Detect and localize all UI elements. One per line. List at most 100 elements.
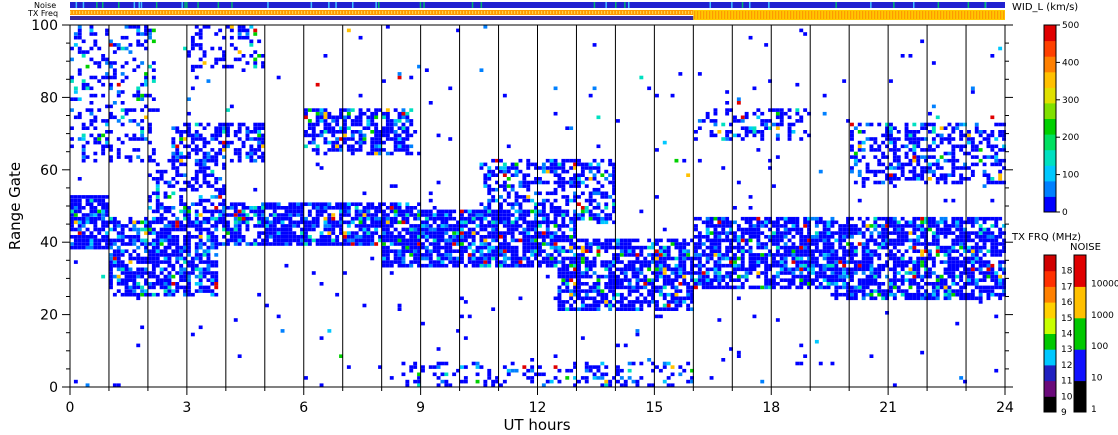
backscatter-cell [206, 235, 211, 239]
backscatter-cell [159, 206, 164, 210]
backscatter-cell [151, 28, 156, 33]
backscatter-cell [140, 289, 145, 293]
backscatter-cell [187, 209, 191, 214]
backscatter-cell [85, 213, 90, 217]
backscatter-cell [202, 220, 207, 225]
backscatter-cell [245, 133, 250, 138]
backscatter-cell [155, 278, 160, 282]
txfreq-strip-mark [172, 11, 174, 14]
backscatter-cell [729, 122, 733, 127]
backscatter-cell [896, 137, 901, 141]
backscatter-cell [315, 108, 320, 112]
backscatter-cell [183, 209, 187, 214]
backscatter-cell [803, 235, 808, 239]
backscatter-cell [506, 372, 511, 377]
txfreq-strip-mark [319, 11, 321, 14]
backscatter-cell [795, 108, 800, 112]
backscatter-cell [417, 372, 421, 377]
backscatter-cell [362, 303, 367, 308]
backscatter-cell [842, 245, 847, 250]
backscatter-cell [257, 148, 262, 152]
backscatter-cell [522, 245, 527, 250]
backscatter-cell [541, 169, 546, 174]
backscatter-cell [257, 242, 262, 246]
backscatter-cell [658, 289, 663, 293]
backscatter-cell [588, 260, 593, 264]
txfreq-strip-mark [169, 11, 171, 14]
backscatter-cell [577, 253, 581, 257]
backscatter-cell [510, 368, 515, 373]
backscatter-cell [674, 303, 679, 308]
backscatter-cell [596, 166, 601, 170]
backscatter-cell [772, 282, 776, 286]
txfreq-strip-mark [709, 11, 711, 19]
backscatter-cell [717, 260, 722, 264]
backscatter-cell [382, 245, 386, 250]
txfreq-strip-mark [370, 11, 372, 14]
backscatter-cell [697, 216, 702, 221]
backscatter-cell [187, 238, 191, 243]
backscatter-cell [194, 187, 199, 192]
backscatter-cell [822, 253, 827, 257]
backscatter-cell [460, 256, 464, 261]
backscatter-cell [155, 209, 160, 214]
backscatter-cell [608, 289, 613, 293]
backscatter-cell [701, 242, 706, 246]
backscatter-cell [327, 220, 332, 225]
backscatter-cell [530, 245, 535, 250]
backscatter-cell [389, 238, 394, 243]
txfreq-strip-mark [388, 11, 390, 14]
backscatter-cell [612, 253, 616, 257]
backscatter-cell [701, 253, 706, 257]
backscatter-cell [214, 177, 219, 181]
backscatter-cell [713, 263, 718, 268]
backscatter-cell [569, 180, 574, 185]
backscatter-cell [233, 220, 238, 225]
backscatter-cell [541, 383, 546, 387]
backscatter-cell [713, 245, 718, 250]
backscatter-cell [198, 256, 203, 261]
backscatter-cell [198, 260, 203, 264]
backscatter-cell [194, 245, 199, 250]
backscatter-cell [760, 285, 765, 290]
backscatter-cell [479, 263, 484, 268]
backscatter-cell [393, 184, 398, 188]
backscatter-cell [280, 242, 285, 246]
backscatter-cell [444, 231, 449, 235]
backscatter-cell [904, 133, 909, 138]
backscatter-cell [354, 216, 359, 221]
backscatter-cell [382, 227, 386, 232]
backscatter-cell [803, 108, 808, 112]
backscatter-cell [409, 263, 414, 268]
backscatter-cell [105, 144, 109, 149]
backscatter-cell [639, 307, 644, 311]
backscatter-cell [85, 82, 90, 87]
backscatter-cell [545, 191, 550, 196]
backscatter-cell [448, 224, 453, 228]
backscatter-cell [682, 263, 687, 268]
backscatter-cell [327, 122, 332, 127]
txfreq-strip [70, 10, 1005, 20]
backscatter-cell [385, 263, 390, 268]
backscatter-cell [101, 54, 106, 58]
backscatter-cell [822, 93, 827, 98]
backscatter-cell [190, 202, 195, 206]
backscatter-cell [623, 274, 628, 279]
backscatter-cell [327, 231, 332, 235]
backscatter-cell [382, 111, 386, 116]
backscatter-cell [77, 68, 82, 72]
backscatter-cell [592, 191, 597, 196]
backscatter-cell [900, 289, 905, 293]
backscatter-cell [116, 235, 121, 239]
backscatter-cell [526, 195, 531, 199]
backscatter-cell [101, 224, 106, 228]
txfreq-strip-underline [70, 16, 694, 20]
backscatter-cell [538, 177, 542, 181]
backscatter-cell [311, 238, 316, 243]
txfreq-strip-mark [775, 11, 777, 19]
txfreq-strip-mark [79, 11, 81, 14]
backscatter-cell [869, 263, 874, 268]
backscatter-cell [779, 253, 784, 257]
backscatter-cell [733, 245, 737, 250]
backscatter-cell [877, 274, 882, 279]
